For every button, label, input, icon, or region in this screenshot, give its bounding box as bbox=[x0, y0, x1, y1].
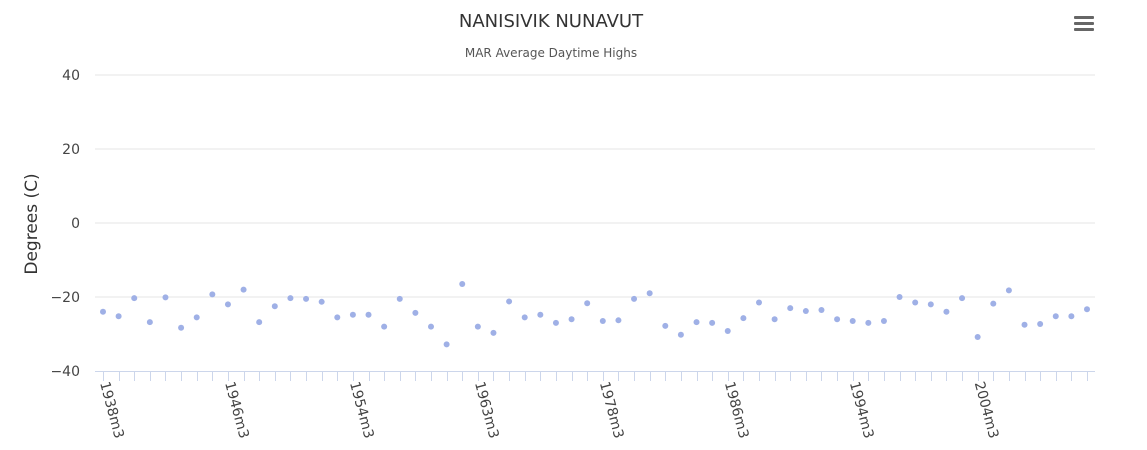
data-point bbox=[100, 308, 106, 315]
data-point bbox=[912, 299, 919, 306]
data-point bbox=[568, 316, 575, 323]
data-point bbox=[1021, 321, 1028, 328]
data-point bbox=[521, 314, 528, 321]
data-point bbox=[787, 305, 794, 312]
data-point bbox=[849, 318, 856, 325]
chart-subtitle: MAR Average Daytime Highs bbox=[465, 46, 637, 60]
data-point bbox=[459, 281, 466, 288]
data-point bbox=[959, 295, 966, 302]
x-tick-label: 2004m3 bbox=[971, 380, 1002, 440]
data-point bbox=[1068, 313, 1075, 320]
data-point bbox=[1084, 306, 1090, 313]
x-axis-ticks: 1938m3 1946m3 1954m3 1963m3 1978m3 1986m3 1994… bbox=[96, 380, 1001, 440]
data-point bbox=[865, 319, 872, 326]
data-point bbox=[1052, 313, 1059, 320]
y-axis-ticks: 40 20 0 −20 −40 bbox=[50, 68, 80, 380]
data-point bbox=[1037, 321, 1044, 328]
data-point bbox=[662, 322, 669, 329]
data-point bbox=[552, 319, 559, 326]
x-tick-label: 1963m3 bbox=[471, 380, 502, 440]
data-point bbox=[943, 308, 950, 315]
data-point bbox=[334, 314, 341, 321]
data-point bbox=[287, 295, 294, 302]
data-point bbox=[396, 295, 403, 302]
x-tick-label: 1986m3 bbox=[721, 380, 752, 440]
data-point bbox=[631, 295, 638, 302]
data-point bbox=[709, 319, 716, 326]
data-point bbox=[443, 341, 450, 348]
data-point bbox=[615, 317, 622, 324]
data-point bbox=[646, 290, 653, 297]
data-point bbox=[771, 316, 778, 323]
data-point bbox=[131, 295, 138, 302]
data-point bbox=[818, 306, 825, 313]
data-point bbox=[880, 318, 887, 325]
data-point bbox=[1005, 287, 1012, 294]
grid-layer bbox=[95, 74, 1095, 298]
data-point bbox=[584, 300, 591, 307]
data-point bbox=[490, 329, 497, 336]
x-tick-label: 1954m3 bbox=[346, 380, 377, 440]
data-point bbox=[365, 311, 372, 318]
data-point bbox=[677, 331, 684, 338]
data-point bbox=[599, 318, 606, 325]
data-point bbox=[303, 295, 310, 302]
data-point bbox=[349, 311, 356, 318]
data-point bbox=[927, 301, 934, 308]
data-point bbox=[537, 311, 544, 318]
data-point bbox=[756, 299, 762, 306]
data-point bbox=[271, 303, 278, 310]
y-axis-label: Degrees (C) bbox=[22, 173, 42, 274]
data-point bbox=[224, 301, 231, 308]
data-point bbox=[693, 319, 700, 326]
data-point bbox=[428, 323, 434, 330]
data-point bbox=[990, 300, 997, 307]
data-points bbox=[100, 281, 1090, 348]
data-point bbox=[974, 333, 981, 340]
data-point bbox=[162, 294, 169, 301]
x-tick-label: 1978m3 bbox=[596, 380, 627, 440]
x-tick-label: 1938m3 bbox=[96, 380, 127, 440]
y-tick-label: −40 bbox=[50, 364, 80, 380]
data-point bbox=[115, 313, 122, 320]
data-point bbox=[178, 324, 185, 331]
data-point bbox=[318, 298, 325, 305]
chart-menu-button[interactable] bbox=[1072, 14, 1096, 36]
data-point bbox=[834, 316, 841, 323]
data-point bbox=[240, 286, 247, 293]
data-point bbox=[209, 291, 216, 298]
x-tick-label: 1994m3 bbox=[846, 380, 877, 440]
y-tick-label: 20 bbox=[62, 142, 80, 158]
data-point bbox=[724, 328, 731, 335]
data-point bbox=[146, 319, 153, 326]
data-point bbox=[506, 298, 513, 305]
data-point bbox=[412, 309, 419, 316]
data-point bbox=[896, 294, 903, 300]
x-tick-label: 1946m3 bbox=[221, 380, 252, 440]
data-point bbox=[474, 323, 481, 330]
data-point bbox=[740, 315, 747, 322]
data-point bbox=[802, 308, 809, 315]
chart-title: NANISIVIK NUNAVUT bbox=[459, 11, 644, 32]
data-point bbox=[381, 323, 388, 330]
x-axis bbox=[95, 371, 1095, 381]
y-tick-label: 40 bbox=[62, 68, 80, 84]
data-point bbox=[256, 319, 263, 326]
data-point bbox=[193, 314, 200, 321]
hamburger-menu-icon bbox=[1074, 16, 1094, 19]
y-tick-label: 0 bbox=[71, 216, 80, 232]
y-tick-label: −20 bbox=[50, 290, 80, 306]
